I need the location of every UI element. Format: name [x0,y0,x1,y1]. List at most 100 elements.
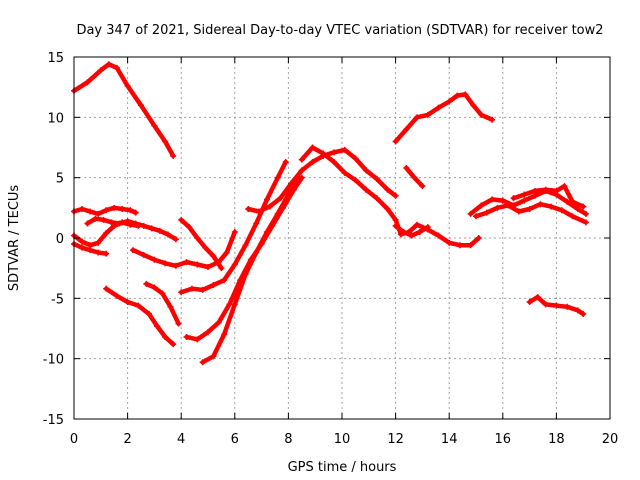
point-track-20-7 [580,203,587,210]
point-track-19-10 [582,219,589,226]
point-track-9-1 [186,224,193,231]
point-track-19-5 [526,206,533,213]
point-track-13-13 [384,186,391,193]
x-tick-label-6: 6 [231,432,239,447]
point-track-13-6 [309,158,316,165]
point-track-10-3 [210,282,217,289]
point-track-19-8 [558,207,565,214]
point-track-4-3 [95,239,102,246]
point-track-12-7 [274,210,281,217]
point-track-10-6 [242,242,249,249]
point-track-4-8 [135,222,142,229]
series-line-track-7 [103,286,176,347]
point-track-13-1 [255,208,262,215]
point-track-14-15 [446,239,453,246]
point-track-3-1 [92,215,99,222]
point-track-15-4 [435,104,442,111]
point-track-12-4 [242,271,249,278]
point-track-5-1 [79,244,86,251]
point-track-1-5 [124,82,131,89]
data-series [71,61,589,366]
point-track-21-6 [580,311,587,318]
point-track-11-4 [226,301,233,308]
point-track-15-8 [470,102,477,109]
point-track-14-3 [330,158,337,165]
point-track-10-2 [199,286,206,293]
point-track-18-1 [478,202,485,209]
point-track-11-2 [205,329,211,336]
series-line-track-1 [71,61,176,159]
point-track-21-0 [526,298,533,305]
point-track-3-7 [140,222,147,229]
point-track-18-10 [574,206,581,213]
point-track-14-8 [384,206,391,213]
point-track-6-3 [162,260,169,267]
point-track-12-3 [231,301,238,308]
point-track-20-0 [510,195,517,202]
point-track-21-3 [553,302,560,309]
point-track-21-2 [542,301,549,308]
point-track-20-2 [531,187,538,194]
point-track-17-0 [392,222,399,229]
point-track-15-0 [392,138,399,145]
point-track-6-9 [223,249,230,256]
chart-title: Day 347 of 2021, Sidereal Day-to-day VTE… [76,23,603,38]
point-track-1-9 [170,152,177,159]
point-track-11-1 [194,336,201,343]
point-track-14-12 [414,221,421,228]
point-track-10-7 [253,220,260,227]
x-tick-label-2: 2 [123,432,131,447]
point-track-6-5 [183,259,190,266]
point-track-4-7 [127,221,134,228]
point-track-18-0 [467,210,474,217]
point-track-19-1 [483,209,490,216]
point-track-3-9 [156,227,163,234]
point-track-1-3 [105,61,112,68]
point-track-7-0 [103,285,110,292]
point-track-1-6 [138,102,144,109]
point-track-9-5 [218,265,225,272]
point-track-13-3 [277,195,284,202]
x-tick-label-12: 12 [387,432,404,447]
point-track-20-3 [542,186,549,193]
point-track-15-9 [478,111,485,118]
point-track-1-1 [84,79,91,86]
point-track-6-2 [151,256,158,263]
point-track-2-1 [79,206,86,213]
point-track-6-0 [129,247,136,254]
point-track-13-12 [373,175,380,182]
series-track-7 [103,285,177,348]
x-tick-label-16: 16 [495,432,512,447]
point-track-19-2 [494,204,501,211]
point-track-18-5 [521,197,528,204]
y-tick-label-0: 0 [56,232,64,247]
point-track-2-6 [119,206,126,213]
point-track-6-7 [205,263,211,270]
point-track-7-7 [170,341,177,348]
point-track-10-4 [221,277,228,284]
point-track-14-1 [309,144,316,151]
point-track-16-0 [403,165,410,172]
point-track-3-3 [108,219,115,226]
point-track-21-5 [574,307,581,314]
point-track-10-0 [178,289,185,296]
point-track-9-3 [202,244,209,251]
point-track-13-4 [288,180,295,187]
x-tick-label-14: 14 [441,432,458,447]
point-track-15-1 [403,126,410,133]
x-tick-label-18: 18 [548,432,565,447]
series-track-8 [143,280,182,327]
point-track-19-0 [473,213,479,220]
point-track-14-14 [435,232,442,239]
point-track-8-2 [159,290,166,297]
point-track-3-8 [148,225,155,232]
point-track-5-4 [103,250,110,257]
series-track-2 [71,204,139,217]
point-track-17-1 [400,228,407,235]
point-track-12-8 [285,191,292,198]
x-tick-label-10: 10 [334,432,351,447]
point-track-9-2 [194,235,201,241]
point-track-14-7 [373,195,380,202]
